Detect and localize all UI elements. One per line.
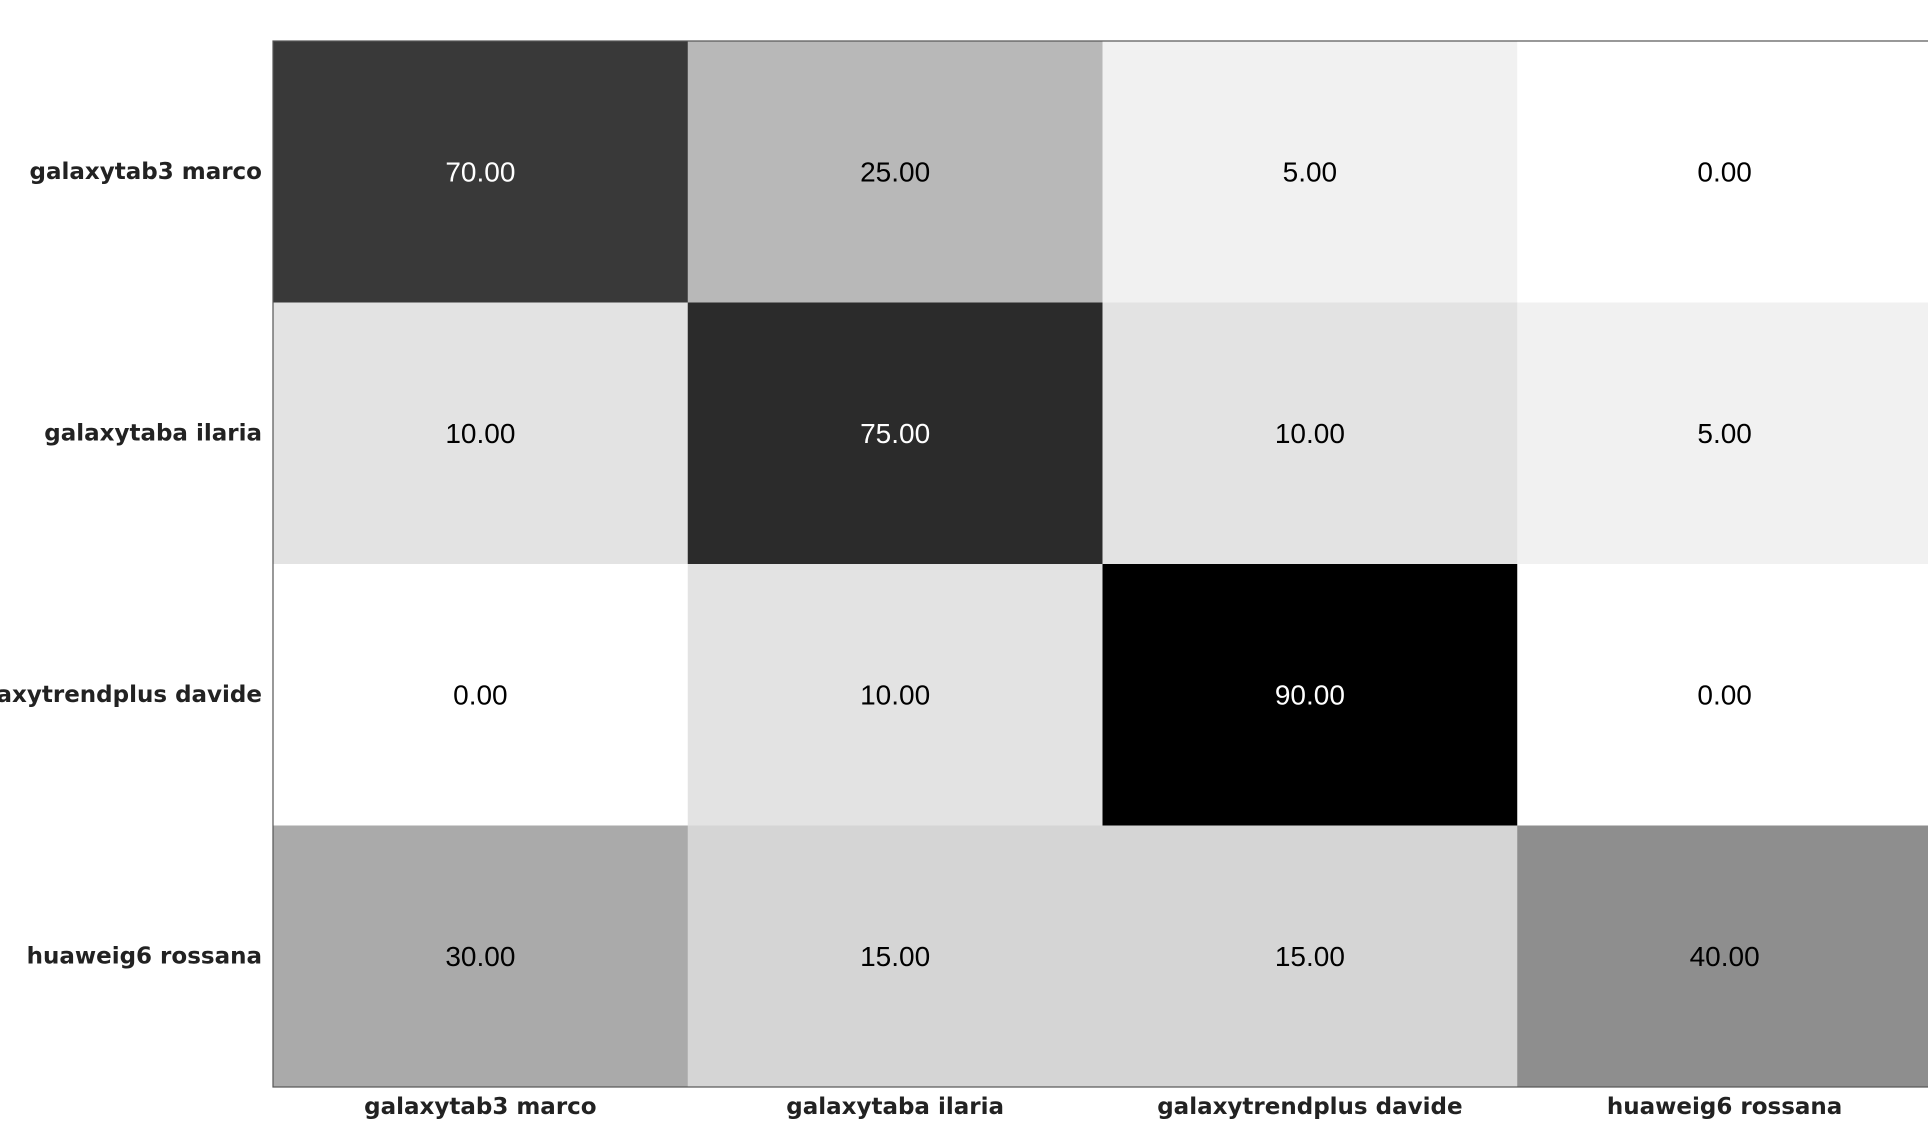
plot-frame: [272, 40, 1928, 1088]
x-axis-tick-label: galaxytaba ilaria: [786, 1094, 1004, 1120]
heatmap-cell-value: 5.00: [1283, 156, 1338, 187]
heatmap-cell-value: 0.00: [453, 679, 508, 710]
heatmap-cell-value: 10.00: [1275, 418, 1345, 449]
heatmap-cell: [273, 302, 689, 565]
heatmap-cell: [1102, 302, 1518, 565]
heatmap-cell-value: 40.00: [1690, 941, 1760, 972]
heatmap-cell-value: 90.00: [1275, 679, 1345, 710]
y-axis-tick-label: galaxytrendplus davide: [0, 682, 262, 708]
heatmap-cell: [273, 41, 689, 303]
heatmap-cell: [1517, 564, 1928, 826]
heatmap-cell: [1517, 825, 1928, 1088]
heatmap-cell: [1102, 564, 1518, 826]
heatmap-cell-value: 15.00: [1275, 941, 1345, 972]
heatmap-cell: [273, 825, 689, 1088]
heatmap-cell: [273, 564, 689, 826]
y-axis-tick-label: huaweig6 rossana: [27, 943, 262, 969]
y-axis-tick-label: galaxytab3 marco: [30, 159, 262, 185]
heatmap-cell: [687, 564, 1103, 826]
heatmap-cell: [1102, 41, 1518, 303]
heatmap-cells: [273, 41, 1928, 1088]
heatmap-cell: [687, 825, 1103, 1088]
heatmap-cell: [1102, 825, 1518, 1088]
heatmap-cell-value: 75.00: [860, 418, 930, 449]
heatmap-cell-value: 70.00: [445, 156, 515, 187]
heatmap-cell-value: 0.00: [1697, 156, 1752, 187]
heatmap-cell-value: 25.00: [860, 156, 930, 187]
heatmap-cell-value: 10.00: [445, 418, 515, 449]
heatmap-cell-value: 5.00: [1697, 418, 1752, 449]
x-axis-tick-labels: galaxytab3 marco galaxytaba ilaria galaxyt…: [364, 1094, 1842, 1120]
heatmap-cell: [1517, 302, 1928, 565]
heatmap-cell: [687, 302, 1103, 565]
heatmap-cell-value: 30.00: [445, 941, 515, 972]
heatmap-cell-value: 15.00: [860, 941, 930, 972]
heatmap-cell: [1517, 41, 1928, 303]
heatmap-cell: [687, 41, 1103, 303]
heatmap-cell-value: 10.00: [860, 679, 930, 710]
x-axis-tick-label: huaweig6 rossana: [1607, 1094, 1842, 1120]
heatmap-value-labels: 70.00 25.00 5.00 0.00 10.00 75.00 10.00 5.00 0.0…: [445, 156, 1759, 972]
heatmap-cell-value: 0.00: [1697, 679, 1752, 710]
x-axis-tick-label: galaxytrendplus davide: [1157, 1094, 1462, 1120]
y-axis-tick-label: galaxytaba ilaria: [44, 420, 262, 446]
x-axis-tick-label: galaxytab3 marco: [364, 1094, 596, 1120]
y-axis-tick-labels: galaxytab3 marco galaxytaba ilaria galaxyt…: [0, 159, 262, 970]
